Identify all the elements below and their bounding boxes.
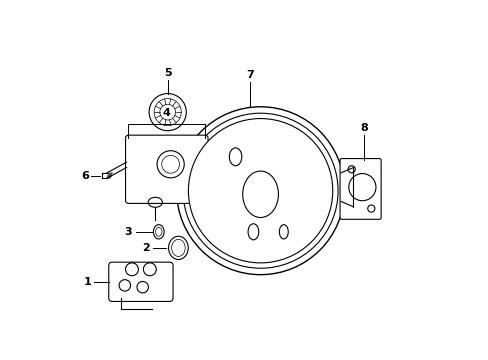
Text: 1: 1 xyxy=(83,277,91,287)
Text: 7: 7 xyxy=(245,69,253,80)
Circle shape xyxy=(183,113,337,268)
Circle shape xyxy=(176,107,344,275)
FancyBboxPatch shape xyxy=(125,135,207,203)
Circle shape xyxy=(149,94,186,131)
FancyBboxPatch shape xyxy=(339,158,380,219)
Text: 3: 3 xyxy=(124,227,132,237)
Text: 5: 5 xyxy=(163,68,171,78)
Text: 6: 6 xyxy=(81,171,89,181)
Text: 8: 8 xyxy=(360,123,367,133)
Text: 2: 2 xyxy=(142,243,150,253)
Circle shape xyxy=(188,118,332,263)
FancyBboxPatch shape xyxy=(108,262,173,301)
Text: 4: 4 xyxy=(163,108,170,118)
